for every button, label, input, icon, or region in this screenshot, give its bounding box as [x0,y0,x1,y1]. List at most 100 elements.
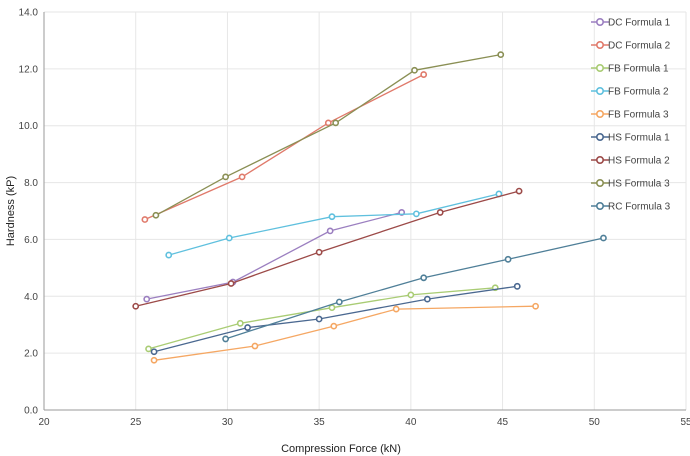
legend-marker [595,156,604,165]
data-point[interactable] [420,71,428,78]
legend-item-hs-formula-2[interactable]: HS Formula 2 [591,156,670,167]
data-point[interactable] [315,315,323,323]
legend-label: HS Formula 3 [608,179,670,190]
legend-marker [595,40,604,49]
x-tick-label: 50 [589,417,601,428]
x-tick-label: 25 [130,417,142,428]
data-point[interactable] [238,173,246,181]
data-point[interactable] [150,356,158,364]
legend-item-fb-formula-3[interactable]: FB Formula 3 [591,110,669,121]
data-point[interactable] [436,209,444,216]
y-tick-label: 6.0 [24,235,38,246]
data-point[interactable] [332,119,340,127]
y-tick-label: 12.0 [19,64,39,75]
y-tick-label: 14.0 [19,8,39,19]
axes: 20 25 30 35 40 45 50 55 0.0 2.0 4.0 6.0 8.0 10.0 12.0 1… [19,8,690,429]
series-dc-formula-2 [141,71,428,223]
legend-marker [595,64,604,73]
y-tick-label: 10.0 [19,121,39,132]
legend-item-hs-formula-1[interactable]: HS Formula 1 [591,133,670,144]
legend-label: FB Formula 3 [608,110,669,121]
legend-marker [595,133,604,142]
legend-label: HS Formula 1 [608,133,670,144]
data-point[interactable] [132,302,140,310]
data-point[interactable] [532,302,539,310]
legend-item-rc-formula-3[interactable]: RC Formula 3 [591,202,671,213]
x-tick-label: 40 [405,417,417,428]
legend-label: FB Formula 1 [608,64,669,75]
data-point[interactable] [600,234,607,242]
series-rc-formula-3 [222,234,607,343]
y-tick-label: 2.0 [24,349,38,360]
data-point[interactable] [225,234,233,242]
series-fb-formula-1 [145,284,499,353]
legend-label: DC Formula 1 [608,18,671,29]
legend-label: FB Formula 2 [608,87,669,98]
y-tick-label: 4.0 [24,292,38,303]
x-tick-label: 35 [314,417,326,428]
data-point[interactable] [152,211,160,219]
legend-marker [595,202,604,211]
data-point[interactable] [143,295,151,303]
x-tick-label: 30 [222,417,234,428]
data-point[interactable] [420,274,428,282]
legend-item-fb-formula-1[interactable]: FB Formula 1 [591,64,669,75]
data-point[interactable] [244,324,252,331]
series-line [144,73,424,221]
x-tick-label: 55 [680,417,690,428]
legend-item-dc-formula-1[interactable]: DC Formula 1 [591,18,671,29]
data-point[interactable] [392,305,400,313]
data-point[interactable] [407,291,415,299]
series-line [155,53,501,216]
legend-label: RC Formula 3 [608,202,671,213]
data-point[interactable] [411,66,418,74]
legend-marker [595,179,604,188]
data-point[interactable] [335,298,343,306]
legend-marker [595,110,604,119]
data-point[interactable] [504,255,512,263]
legend-label: DC Formula 2 [608,41,671,52]
x-axis-title: Compression Force (kN) [281,443,401,455]
data-point[interactable] [513,282,521,290]
legend-marker [595,87,604,96]
y-axis-title: Hardness (kP) [5,176,17,246]
legend: DC Formula 1 DC Formula 2 FB Formula 1 FB F… [591,18,671,213]
y-tick-label: 8.0 [24,178,38,189]
data-point[interactable] [497,51,505,59]
series-fb-formula-3 [150,302,539,364]
data-point[interactable] [222,173,229,181]
data-point[interactable] [222,335,229,343]
data-point[interactable] [315,248,323,256]
grid [43,11,687,411]
series-line [168,193,500,256]
data-point[interactable] [515,187,523,195]
data-point[interactable] [326,227,334,235]
data-point[interactable] [251,342,259,350]
legend-item-fb-formula-2[interactable]: FB Formula 2 [591,87,669,98]
data-point[interactable] [145,345,152,353]
data-point[interactable] [150,348,158,356]
series-dc-formula-1 [143,209,406,303]
data-point[interactable] [227,280,235,287]
data-point[interactable] [141,216,149,223]
legend-item-hs-formula-3[interactable]: HS Formula 3 [591,179,670,190]
series-hs-formula-2 [132,187,523,310]
legend-label: HS Formula 2 [608,156,670,167]
legend-item-dc-formula-2[interactable]: DC Formula 2 [591,41,671,52]
data-point[interactable] [423,295,431,303]
data-point[interactable] [165,251,173,259]
data-point[interactable] [412,210,420,218]
data-point[interactable] [328,304,336,312]
data-point[interactable] [330,322,338,330]
x-tick-label: 20 [38,417,50,428]
legend-marker [595,17,604,26]
series-hs-formula-1 [150,282,521,356]
data-point[interactable] [328,213,336,221]
series-hs-formula-3 [152,51,505,219]
series-fb-formula-2 [165,190,503,259]
data-point[interactable] [324,119,332,127]
series-line [146,211,402,300]
data-point[interactable] [236,319,244,327]
